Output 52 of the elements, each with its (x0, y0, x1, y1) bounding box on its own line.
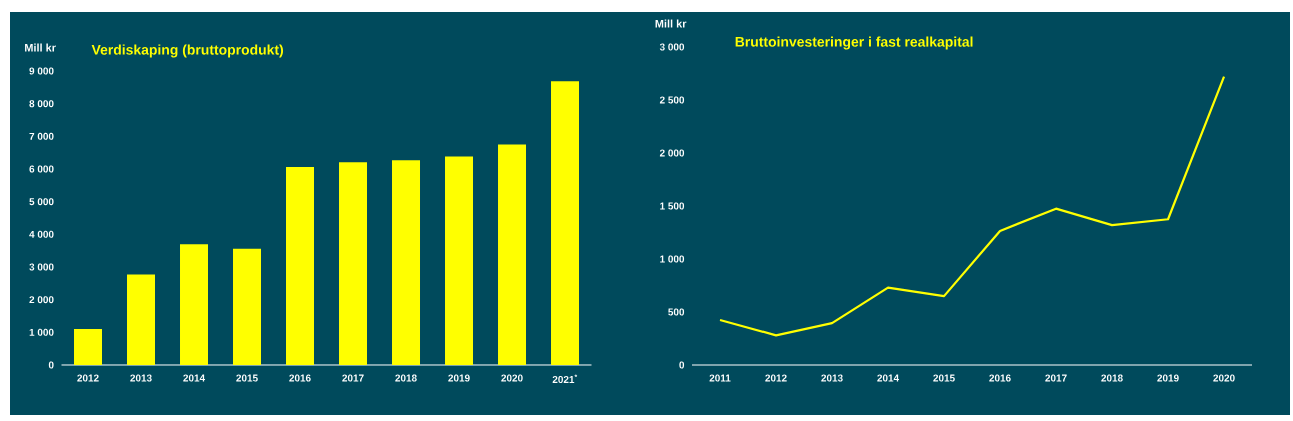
bar (339, 162, 368, 365)
y-tick-label: 3 000 (659, 43, 685, 51)
y-tick-label: 1 000 (29, 328, 54, 336)
x-tick-label: 2016 (989, 374, 1011, 382)
bar (498, 144, 527, 365)
bar (286, 167, 315, 365)
x-tick-label: 2016 (289, 374, 311, 382)
x-tick-label: 2015 (933, 374, 955, 382)
y-tick-label: 1 000 (660, 255, 685, 263)
x-tick-label: 2017 (342, 374, 364, 382)
chart-title: Verdiskaping (bruttoprodukt) (91, 44, 284, 58)
y-axis-title: Mill kr (25, 43, 56, 52)
x-tick-label: 2020 (1213, 374, 1235, 382)
x-tick-label: 2012 (77, 374, 99, 382)
y-tick-label: 4 000 (29, 230, 54, 238)
y-tick-label: 2 000 (29, 296, 54, 304)
bar (551, 81, 580, 365)
x-tick-label: 2019 (448, 374, 470, 382)
y-tick-label: 500 (668, 308, 685, 316)
y-tick-label: 5 000 (29, 198, 54, 206)
y-tick-label: 2 500 (659, 96, 685, 104)
x-tick-label: 2013 (130, 374, 152, 382)
y-tick-label: 1 500 (660, 202, 685, 210)
y-axis-title: Mill kr (655, 19, 687, 28)
x-tick-label: 2014 (183, 374, 206, 382)
x-tick-label: 2017 (1045, 374, 1067, 382)
x-tick-label: 2019 (1157, 374, 1179, 382)
y-tick-label: 0 (679, 361, 685, 369)
x-tick-label: 2012 (765, 374, 787, 382)
x-tick-label: 2018 (1101, 374, 1123, 382)
y-tick-label: 7 000 (29, 132, 54, 140)
y-tick-label: 8 000 (29, 100, 54, 108)
y-tick-label: 9 000 (29, 67, 54, 75)
bar (74, 329, 103, 365)
x-tick-label: 2013 (821, 374, 843, 382)
y-tick-label: 3 000 (29, 263, 54, 271)
y-tick-label: 2 000 (659, 149, 685, 157)
x-tick-label: 2015 (236, 374, 258, 382)
bar (233, 248, 262, 365)
x-tick-label: 2018 (395, 374, 417, 382)
chart-title: Bruttoinvesteringer i fast realkapital (735, 36, 973, 50)
x-tick-label: 2011 (709, 374, 731, 382)
x-tick-label: 2021$^{*}$ (552, 374, 578, 384)
x-tick-label: 2020 (501, 374, 523, 382)
x-tick-label: 2014 (877, 374, 900, 382)
bar (445, 156, 474, 365)
y-tick-label: 0 (48, 361, 54, 369)
line-series (718, 75, 1226, 337)
bar (127, 274, 156, 365)
y-tick-label: 6 000 (29, 165, 54, 173)
bar (392, 160, 421, 365)
bar (180, 244, 209, 365)
